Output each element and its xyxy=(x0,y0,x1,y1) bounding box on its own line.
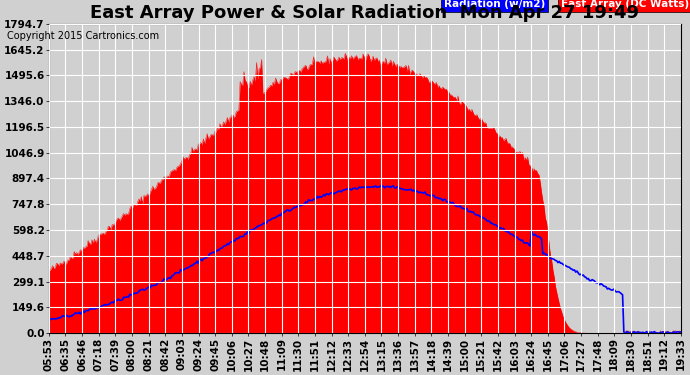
Text: Radiation (w/m2): Radiation (w/m2) xyxy=(444,0,545,9)
Text: Copyright 2015 Cartronics.com: Copyright 2015 Cartronics.com xyxy=(7,32,159,41)
Title: East Array Power & Solar Radiation  Mon Apr 27 19:49: East Array Power & Solar Radiation Mon A… xyxy=(90,4,640,22)
Text: East Array (DC Watts): East Array (DC Watts) xyxy=(561,0,689,9)
